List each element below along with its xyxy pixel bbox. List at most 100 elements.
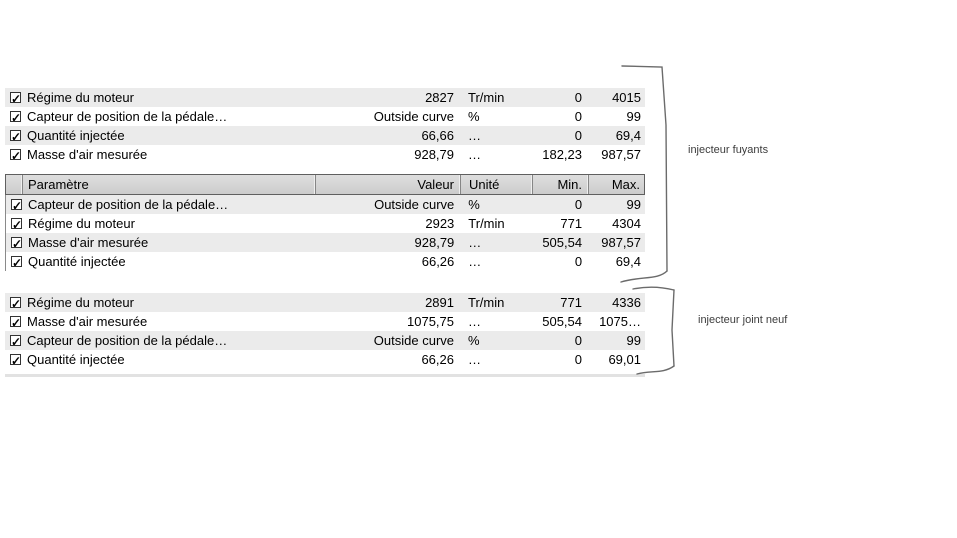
row-checkbox[interactable] — [10, 335, 21, 346]
row-checkbox-cell — [6, 256, 23, 267]
param-min: 0 — [574, 254, 583, 269]
parameter-table-top: Régime du moteur 2827 Tr/min 0 4015 Capteur d… — [5, 88, 645, 164]
param-unit: % — [468, 197, 480, 212]
param-unit: Tr/min — [468, 90, 505, 105]
param-value: 928,79 — [414, 147, 454, 162]
param-name: Régime du moteur — [27, 216, 135, 231]
param-value: 2827 — [425, 90, 454, 105]
table-row[interactable]: Capteur de position de la pédale… Outside… — [5, 107, 645, 126]
param-value: 1075,75 — [407, 314, 454, 329]
row-checkbox[interactable] — [10, 297, 21, 308]
param-max: 987,57 — [601, 147, 641, 162]
row-checkbox[interactable] — [10, 92, 21, 103]
param-name: Capteur de position de la pédale… — [27, 109, 228, 124]
param-min: 0 — [574, 197, 583, 212]
row-checkbox-cell — [5, 92, 22, 103]
param-max: 99 — [626, 333, 641, 348]
row-checkbox-cell — [5, 149, 22, 160]
header-max[interactable]: Max. — [611, 177, 640, 192]
param-unit: … — [468, 352, 481, 367]
param-value: Outside curve — [374, 197, 455, 212]
param-value: Outside curve — [373, 109, 454, 124]
param-max: 4336 — [612, 295, 641, 310]
row-checkbox-cell — [6, 218, 23, 229]
table-row[interactable]: Masse d'air mesurée 928,79 … 505,54 987,57 — [6, 233, 645, 252]
param-name: Régime du moteur — [27, 90, 134, 105]
table-row[interactable]: Régime du moteur 2827 Tr/min 0 4015 — [5, 88, 645, 107]
param-value: Outside curve — [373, 333, 454, 348]
param-name: Masse d'air mesurée — [27, 147, 148, 162]
param-max: 99 — [626, 109, 641, 124]
row-checkbox-cell — [5, 130, 22, 141]
table-row[interactable]: Capteur de position de la pédale… Outside… — [6, 195, 645, 214]
param-value: 928,79 — [414, 235, 455, 250]
param-name: Régime du moteur — [27, 295, 134, 310]
param-unit: … — [468, 147, 481, 162]
param-name: Quantité injectée — [27, 254, 126, 269]
param-min: 771 — [560, 295, 582, 310]
param-min: 505,54 — [542, 314, 582, 329]
param-unit: % — [468, 333, 480, 348]
row-checkbox[interactable] — [10, 111, 21, 122]
table-row[interactable]: Capteur de position de la pédale… Outside… — [5, 331, 645, 350]
param-max: 1075… — [599, 314, 641, 329]
param-unit: Tr/min — [468, 216, 505, 231]
row-checkbox[interactable] — [10, 130, 21, 141]
row-checkbox-cell — [5, 316, 22, 327]
table-row[interactable]: Quantité injectée 66,26 … 0 69,4 — [6, 252, 645, 271]
param-name: Capteur de position de la pédale… — [27, 333, 228, 348]
table-row[interactable]: Masse d'air mesurée 1075,75 … 505,54 1075… — [5, 312, 645, 331]
row-checkbox[interactable] — [10, 316, 21, 327]
header-min[interactable]: Min. — [533, 175, 589, 194]
param-min: 0 — [574, 128, 582, 143]
table-row[interactable]: Quantité injectée 66,66 … 0 69,4 — [5, 126, 645, 145]
param-unit: … — [468, 128, 481, 143]
partial-row-sliver — [5, 374, 645, 377]
row-checkbox-cell — [5, 335, 22, 346]
param-min: 771 — [560, 216, 583, 231]
param-max: 69,01 — [608, 352, 641, 367]
header-valeur[interactable]: Valeur — [316, 175, 461, 194]
param-unit: Tr/min — [468, 295, 505, 310]
row-checkbox[interactable] — [10, 354, 21, 365]
param-min: 0 — [574, 333, 582, 348]
row-checkbox[interactable] — [11, 218, 22, 229]
row-checkbox-cell — [5, 354, 22, 365]
param-max: 987,57 — [601, 235, 641, 250]
row-checkbox-cell — [5, 297, 22, 308]
param-name: Capteur de position de la pédale… — [27, 197, 229, 212]
param-name: Masse d'air mesurée — [27, 314, 148, 329]
header-unite[interactable]: Unité — [461, 175, 533, 194]
annotation-injecteur-fuyants: injecteur fuyants — [688, 144, 769, 156]
bracket-bottom-top — [632, 286, 675, 291]
table-rows: Régime du moteur 2827 Tr/min 0 4015 Capteur d… — [5, 88, 645, 164]
param-max: 99 — [626, 197, 641, 212]
table-row[interactable]: Masse d'air mesurée 928,79 … 182,23 987,57 — [5, 145, 645, 164]
param-name: Masse d'air mesurée — [27, 235, 149, 250]
row-checkbox[interactable] — [11, 199, 22, 210]
param-unit: … — [468, 254, 482, 269]
row-checkbox[interactable] — [11, 237, 22, 248]
table-row[interactable]: Quantité injectée 66,26 … 0 69,01 — [5, 350, 645, 369]
table-rows: Capteur de position de la pédale… Outside… — [5, 195, 645, 271]
table-row[interactable]: Régime du moteur 2923 Tr/min 771 4304 — [6, 214, 645, 233]
param-max: 69,4 — [615, 128, 641, 143]
param-unit: % — [468, 109, 480, 124]
row-checkbox[interactable] — [11, 256, 22, 267]
param-unit: … — [468, 314, 481, 329]
row-checkbox[interactable] — [10, 149, 21, 160]
bracket-bottom — [671, 289, 675, 367]
annotation-injecteur-joint-neuf: injecteur joint neuf — [698, 314, 788, 326]
param-min: 505,54 — [542, 235, 583, 250]
table-rows: Régime du moteur 2891 Tr/min 771 4336 Masse d… — [5, 293, 645, 369]
param-unit: … — [468, 235, 482, 250]
param-max: 69,4 — [615, 254, 641, 269]
table-row[interactable]: Régime du moteur 2891 Tr/min 771 4336 — [5, 293, 645, 312]
param-value: 66,26 — [421, 352, 454, 367]
header-parametre[interactable]: Paramètre — [23, 175, 316, 194]
param-min: 0 — [574, 352, 582, 367]
parameter-table-middle: Paramètre Valeur Unité Min. Max. Capteur… — [5, 174, 645, 271]
table-header: Paramètre Valeur Unité Min. Max. — [5, 174, 645, 195]
param-max: 4304 — [612, 216, 641, 231]
